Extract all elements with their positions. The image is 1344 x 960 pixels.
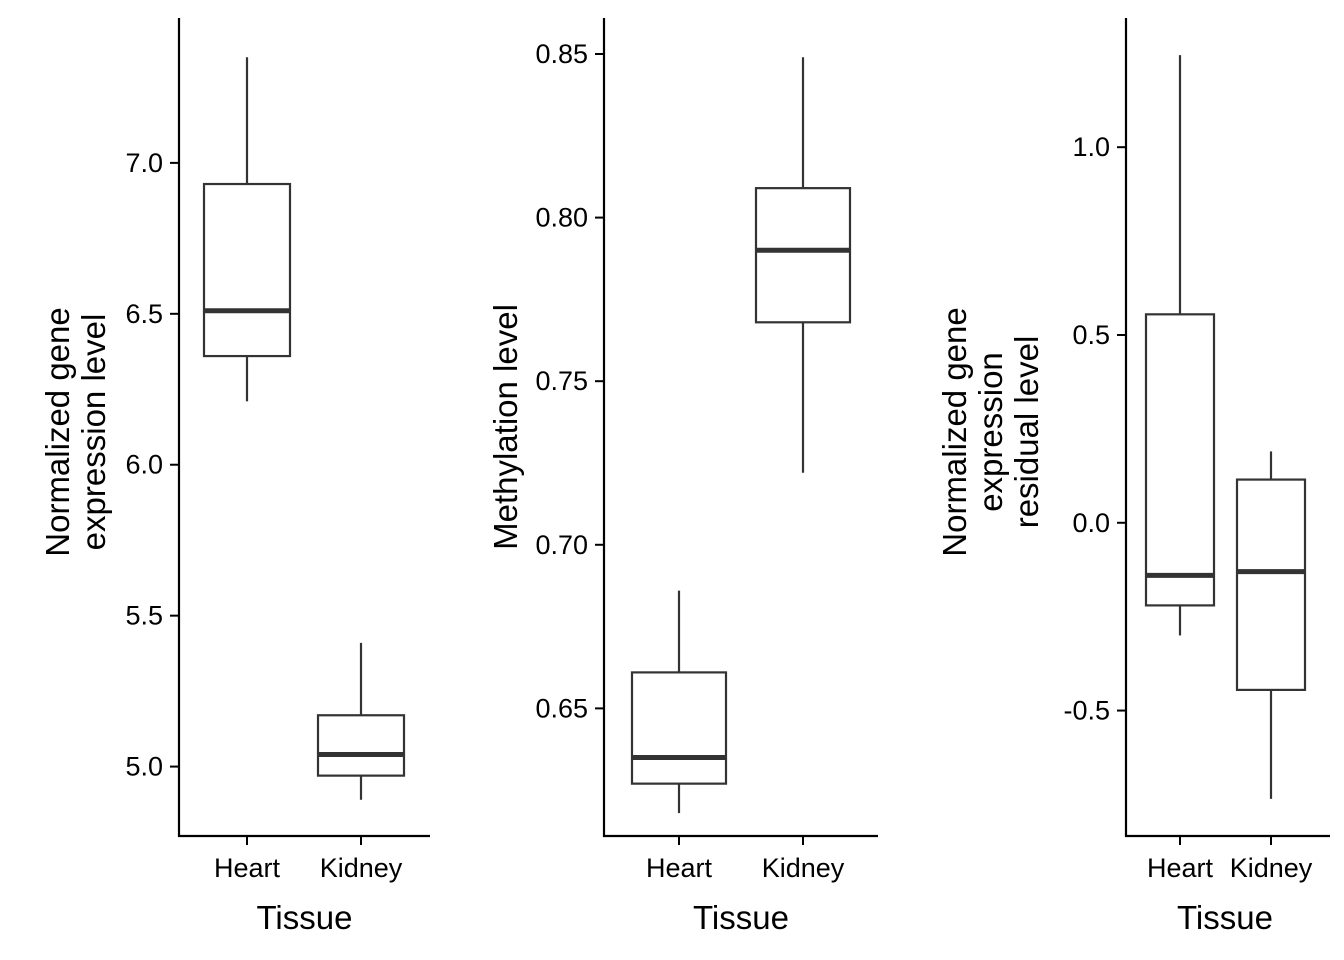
box-kidney bbox=[754, 57, 852, 473]
panel-methylation: 0.65 0.70 0.75 0.80 0.85 Heart Kidney Tissue Met… bbox=[487, 18, 878, 936]
y-axis-title-line: expression bbox=[972, 352, 1009, 512]
y-tick-label: 0.5 bbox=[1072, 320, 1110, 350]
box-heart bbox=[1144, 55, 1216, 636]
x-tick-label-kidney: Kidney bbox=[762, 853, 845, 883]
y-axis-title: Normalized geneexpression level bbox=[39, 307, 112, 556]
x-axis-title: Tissue bbox=[257, 899, 353, 936]
iqr-box bbox=[316, 714, 406, 777]
x-axis-title: Tissue bbox=[1177, 899, 1273, 936]
y-axis-title-line: Normalized gene bbox=[936, 307, 973, 556]
x-tick-label-heart: Heart bbox=[214, 853, 281, 883]
x-tick-label-kidney: Kidney bbox=[320, 853, 403, 883]
y-tick-label: 0.65 bbox=[535, 693, 588, 723]
y-tick-label: 1.0 bbox=[1072, 132, 1110, 162]
y-axis-title: Methylation level bbox=[487, 304, 524, 550]
y-tick-label: 5.0 bbox=[125, 752, 163, 782]
y-tick-label: -0.5 bbox=[1063, 696, 1110, 726]
iqr-box bbox=[630, 671, 728, 785]
y-tick-label: 6.5 bbox=[125, 299, 163, 329]
y-axis-title-line: expression level bbox=[75, 314, 112, 551]
y-tick-label: 0.75 bbox=[535, 366, 588, 396]
y-axis-title-line: residual level bbox=[1008, 336, 1045, 529]
panel-expression: 5.0 5.5 6.0 6.5 7.0 Heart Kidney Tissue Normaliz… bbox=[39, 18, 430, 936]
y-tick-label: 0.80 bbox=[535, 203, 588, 233]
box-heart bbox=[630, 590, 728, 814]
x-tick-label-heart: Heart bbox=[1147, 853, 1214, 883]
panel-residual: -0.5 0.0 0.5 1.0 Heart Kidney Tissue Normalized… bbox=[936, 18, 1330, 936]
x-tick-label-kidney: Kidney bbox=[1230, 853, 1313, 883]
y-axis-title: Normalized geneexpressionresidual level bbox=[936, 307, 1045, 556]
y-tick-label: 0.70 bbox=[535, 530, 588, 560]
y-axis-title-line: Methylation level bbox=[487, 304, 524, 550]
iqr-box bbox=[754, 187, 852, 324]
box-heart bbox=[202, 57, 292, 402]
x-tick-label-heart: Heart bbox=[646, 853, 713, 883]
y-tick-label: 7.0 bbox=[125, 148, 163, 178]
y-tick-label: 6.0 bbox=[125, 450, 163, 480]
iqr-box bbox=[1144, 313, 1216, 607]
x-axis-title: Tissue bbox=[693, 899, 789, 936]
iqr-box bbox=[202, 182, 292, 358]
y-axis-title-line: Normalized gene bbox=[39, 307, 76, 556]
box-kidney bbox=[1235, 451, 1307, 799]
y-tick-label: 5.5 bbox=[125, 601, 163, 631]
y-tick-label: 0.85 bbox=[535, 39, 588, 69]
box-kidney bbox=[316, 642, 406, 800]
y-tick-label: 0.0 bbox=[1072, 508, 1110, 538]
iqr-box bbox=[1235, 478, 1307, 692]
